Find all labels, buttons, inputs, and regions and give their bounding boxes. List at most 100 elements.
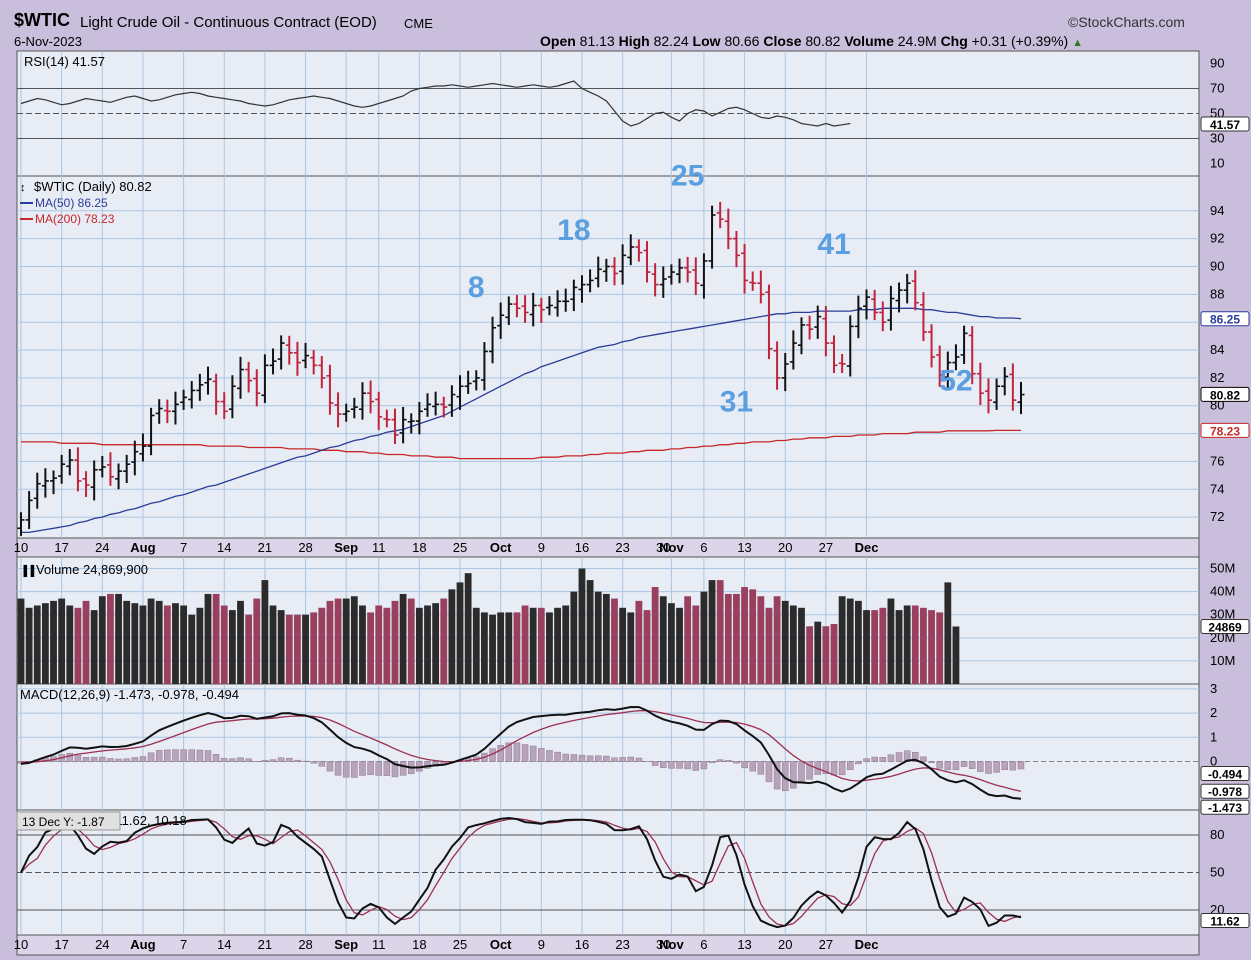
x-tick-label: 21 <box>258 937 272 952</box>
macd-signal-value: -0.978 <box>1208 785 1242 799</box>
volume-bar <box>627 612 635 684</box>
ohlc-bar <box>757 270 765 304</box>
volume-bar <box>684 596 692 684</box>
price-tick: 72 <box>1210 509 1224 524</box>
ohlc-bar <box>773 341 781 390</box>
ohlc-bar <box>424 393 431 417</box>
ohlc-bar <box>919 292 927 341</box>
brand-logo[interactable]: ©StockCharts.com <box>1068 14 1185 30</box>
macd-histogram-bar <box>529 745 537 762</box>
low-value: 80.66 <box>724 33 760 49</box>
ohlc-bar <box>700 253 708 299</box>
ohlc-bar <box>261 354 269 403</box>
panel-macd <box>16 683 1200 811</box>
x-tick-label: 30 <box>656 540 670 555</box>
macd-legend: MACD(12,26,9) -1.473, -0.978, -0.494 <box>20 687 239 702</box>
x-tick-label: 16 <box>575 540 589 555</box>
macd-histogram-bar <box>594 755 602 762</box>
ohlc-bar <box>570 279 578 312</box>
ohlc-bar <box>367 380 375 414</box>
volume-bar <box>822 626 830 684</box>
macd-histogram-bar <box>155 750 163 762</box>
ohlc-bar <box>692 257 700 296</box>
macd-histogram-bar <box>716 759 724 762</box>
macd-histogram-bar <box>546 750 553 762</box>
rsi-tick: 10 <box>1210 156 1224 171</box>
ohlc-bar <box>277 335 285 370</box>
macd-histogram-bar <box>627 756 634 762</box>
ohlc-bar <box>440 396 448 418</box>
volume-legend-icon: ▐▐ <box>20 564 35 578</box>
ohlc-bar <box>822 306 830 357</box>
ohlc-bar <box>196 373 204 401</box>
sto-tick: 80 <box>1210 827 1224 842</box>
price-tick: 82 <box>1210 370 1224 385</box>
volume-bar <box>155 600 163 684</box>
volume-bar <box>261 580 269 684</box>
x-tick-label: Dec <box>855 937 879 952</box>
macd-histogram-bar <box>806 761 813 780</box>
volume-bar <box>180 605 187 684</box>
volume-bar <box>432 603 440 684</box>
volume-bar <box>846 598 854 684</box>
price-tick: 84 <box>1210 342 1224 357</box>
cycle-count-label: 41 <box>817 228 850 261</box>
macd-tick: 1 <box>1210 729 1217 744</box>
ohlc-bar <box>887 285 895 331</box>
cursor-readout-box <box>16 811 121 831</box>
ohlc-bar <box>432 391 440 416</box>
ohlc-bar <box>911 270 919 311</box>
macd-last-value-box <box>1200 799 1250 815</box>
ohlc-bar <box>993 378 1001 410</box>
open-label: Open <box>540 33 576 49</box>
volume-bar <box>716 580 724 684</box>
low-label: Low <box>692 33 721 49</box>
volume-bar <box>334 598 342 684</box>
volume-bar <box>830 623 838 684</box>
macd-histogram-bar <box>895 752 903 762</box>
volume-bar <box>147 598 155 684</box>
volume-bar <box>895 610 903 684</box>
volume-bar <box>611 598 618 684</box>
ohlc-bar <box>854 295 862 339</box>
volume-bar <box>497 612 505 684</box>
ohlc-bar <box>302 342 310 369</box>
volume-bar <box>424 605 431 684</box>
macd-histogram-bar <box>855 761 862 765</box>
ohlc-bar <box>90 460 98 501</box>
price-tick: 94 <box>1210 203 1224 218</box>
x-tick-label: Oct <box>490 540 512 555</box>
ohlc-bar <box>245 361 253 393</box>
ohlc-bar <box>952 344 960 371</box>
ma50-legend: MA(50) 86.25 <box>35 196 108 210</box>
x-tick-label: 20 <box>778 937 792 952</box>
x-tick-label: Nov <box>659 540 684 555</box>
ohlc-bar <box>676 258 684 284</box>
macd-histogram-bar <box>822 761 830 775</box>
ohlc-bar <box>180 389 188 410</box>
macd-histogram-bar <box>611 757 618 762</box>
ohlc-bar <box>212 373 220 415</box>
vol-tick: 50M <box>1210 561 1235 576</box>
volume-bar <box>41 603 49 684</box>
macd-histogram-bar <box>765 761 773 783</box>
volume-bar <box>887 598 895 684</box>
ohlc-bar <box>342 403 350 422</box>
x-axis-strip-bottom <box>16 934 1200 956</box>
x-tick-label: 11 <box>372 540 386 555</box>
high-label: High <box>618 33 650 49</box>
ohlc-bar <box>318 356 326 389</box>
macd-histogram-bar <box>497 745 504 762</box>
ohlc-bar <box>765 284 773 360</box>
volume-bar <box>692 605 700 684</box>
macd-histogram-bar <box>1017 761 1025 770</box>
volume-bar <box>789 605 797 684</box>
volume-bar <box>676 607 683 684</box>
ohlc-bar <box>480 342 488 391</box>
ohlc-bar <box>326 364 334 415</box>
macd-histogram-bar <box>798 761 805 784</box>
ohlc-bar <box>814 305 822 339</box>
macd-histogram-bar <box>668 761 675 769</box>
macd-histogram-bar <box>318 761 326 767</box>
